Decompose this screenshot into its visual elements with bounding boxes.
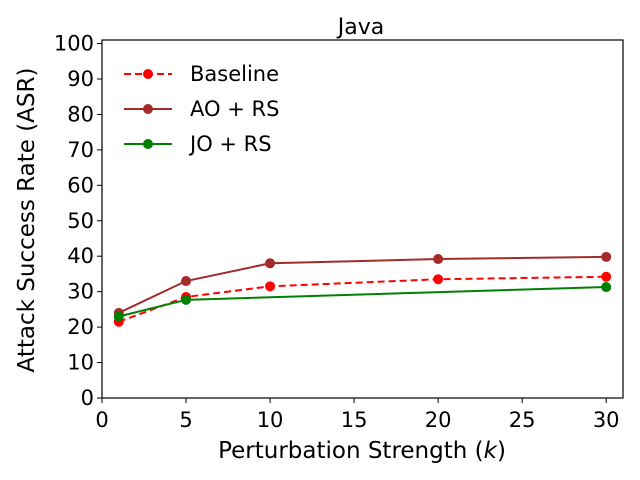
series-layer [113,251,612,327]
legend-label: Baseline [190,62,279,86]
y-tick-label: 50 [67,209,94,233]
x-axis-label: Perturbation Strength (k) [218,438,506,464]
y-tick-label: 20 [67,315,94,339]
x-tick-label: 0 [95,408,108,432]
chart-title: Java [336,15,384,40]
data-point [433,254,444,265]
y-tick-label: 90 [67,67,94,91]
series-3 [113,282,612,322]
x-tick-label: 15 [341,408,368,432]
data-point [113,311,124,322]
series-line [118,255,607,314]
data-point [181,276,192,287]
legend-item: JO + RS [124,132,272,156]
plot-area [101,39,624,399]
data-point [265,281,276,292]
data-point [601,251,612,262]
data-point [181,294,192,305]
series-line [118,286,607,318]
y-tick-label: 60 [67,173,94,197]
legend-label: AO + RS [190,97,279,121]
data-point [265,258,276,269]
data-point [601,282,612,293]
legend-item: Baseline [124,62,279,86]
legend: Baseline AO + RS JO + RS [124,62,279,156]
x-tick-label: 30 [593,408,620,432]
x-axis-ticks: 0 5 10 15 20 25 30 [95,398,620,432]
y-tick-label: 10 [67,351,94,375]
y-tick-label: 0 [81,386,94,410]
legend-label: JO + RS [188,132,272,156]
y-tick-label: 100 [54,32,94,56]
y-tick-label: 70 [67,138,94,162]
data-point [601,271,612,282]
x-tick-label: 25 [509,408,536,432]
x-tick-label: 20 [425,408,452,432]
y-tick-label: 30 [67,280,94,304]
legend-marker [143,69,153,79]
y-tick-label: 80 [67,102,94,126]
x-tick-label: 5 [179,408,192,432]
data-point [433,274,444,285]
x-tick-label: 10 [257,408,284,432]
legend-marker [143,104,153,114]
series-2 [113,251,612,318]
plot-frame [101,39,624,399]
y-tick-label: 40 [67,244,94,268]
y-axis-label: Attack Success Rate (ASR) [14,68,40,373]
legend-item: AO + RS [124,97,279,121]
legend-marker [143,139,153,149]
y-axis-ticks: 0 10 20 30 40 50 60 70 80 90 100 [54,32,102,410]
